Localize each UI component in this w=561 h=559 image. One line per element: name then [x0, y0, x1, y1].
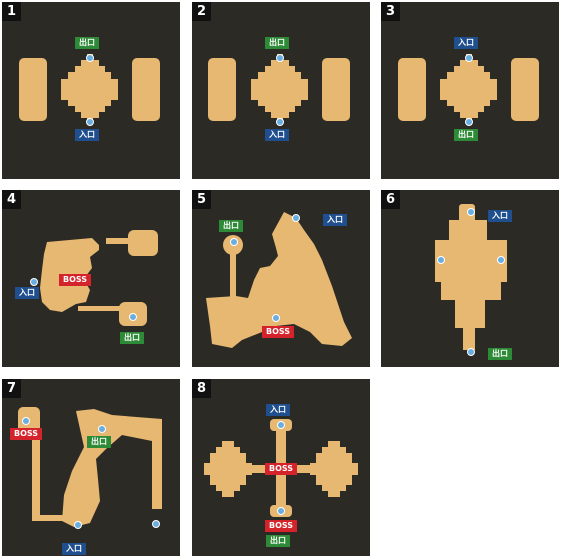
map-layout	[208, 54, 350, 126]
entrance-label: 入口	[454, 37, 478, 49]
map-layout	[18, 407, 162, 529]
waypoint-marker	[152, 520, 160, 528]
map-panel-5: 5 出口 入口 BOSS	[192, 190, 370, 367]
waypoint-marker	[276, 54, 284, 62]
entrance-label: 入口	[488, 210, 512, 222]
entrance-label: 入口	[15, 287, 39, 299]
exit-label: 出口	[488, 348, 512, 360]
waypoint-marker	[292, 214, 300, 222]
boss-label: BOSS	[265, 463, 298, 475]
waypoint-marker	[467, 348, 475, 356]
entrance-label: 入口	[265, 129, 289, 141]
map-panel-4: 4 BOSS 入口 出口	[2, 190, 180, 367]
panel-number: 6	[381, 190, 400, 209]
panel-number: 7	[2, 379, 21, 398]
exit-label: 出口	[87, 436, 111, 448]
panel-number: 8	[192, 379, 211, 398]
boss-label: BOSS	[59, 274, 92, 286]
map-panel-7: 7 BOSS 出口 入口	[2, 379, 180, 556]
waypoint-marker	[467, 208, 475, 216]
exit-label: 出口	[75, 37, 99, 49]
waypoint-marker	[30, 278, 38, 286]
map-panel-2: 2 出口 入口	[192, 2, 370, 179]
boss-label: BOSS	[10, 428, 43, 440]
waypoint-marker	[86, 118, 94, 126]
map-panel-1: 1 出口 入口	[2, 2, 180, 179]
map-layout	[435, 204, 507, 356]
waypoint-marker	[98, 425, 106, 433]
waypoint-marker	[277, 421, 285, 429]
boss-label: BOSS	[262, 326, 295, 338]
exit-label: 出口	[265, 37, 289, 49]
map-panel-8: 8 入口 BOSS BOSS 出口	[192, 379, 370, 556]
entrance-label: 入口	[266, 404, 290, 416]
exit-label: 出口	[219, 220, 243, 232]
waypoint-marker	[276, 118, 284, 126]
entrance-label: 入口	[62, 543, 86, 555]
waypoint-marker	[465, 118, 473, 126]
exit-label: 出口	[454, 129, 478, 141]
waypoint-marker	[86, 54, 94, 62]
exit-label: 出口	[266, 535, 290, 547]
panel-number: 4	[2, 190, 21, 209]
waypoint-marker	[22, 417, 30, 425]
waypoint-marker	[277, 507, 285, 515]
waypoint-marker	[497, 256, 505, 264]
waypoint-marker	[465, 54, 473, 62]
map-layout	[398, 54, 539, 126]
entrance-label: 入口	[323, 214, 347, 226]
map-layout	[30, 230, 158, 326]
boss-label: BOSS	[265, 520, 298, 532]
panel-number: 2	[192, 2, 211, 21]
panel-number: 1	[2, 2, 21, 21]
waypoint-marker	[129, 313, 137, 321]
map-panel-6: 6 入口 出口	[381, 190, 559, 367]
waypoint-marker	[230, 238, 238, 246]
exit-label: 出口	[120, 332, 144, 344]
map-panel-3: 3 入口 出口	[381, 2, 559, 179]
waypoint-marker	[437, 256, 445, 264]
panel-number: 5	[192, 190, 211, 209]
panel-number: 3	[381, 2, 400, 21]
entrance-label: 入口	[75, 129, 99, 141]
waypoint-marker	[272, 314, 280, 322]
map-layout	[206, 212, 352, 348]
map-layout	[19, 54, 160, 126]
waypoint-marker	[74, 521, 82, 529]
